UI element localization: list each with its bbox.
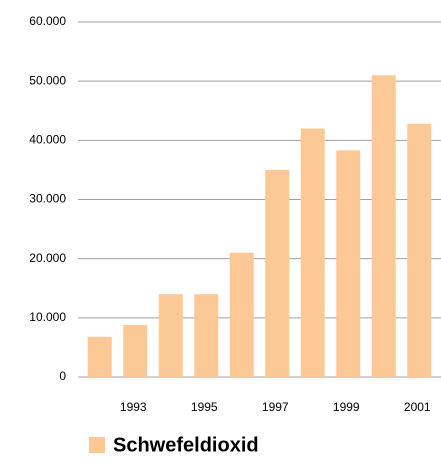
x-tick-label: 2001 xyxy=(404,400,431,414)
bar xyxy=(194,294,219,377)
bar xyxy=(123,324,148,377)
y-tick-label: 20.000 xyxy=(29,251,66,265)
x-tick-label: 1999 xyxy=(333,400,360,414)
bar xyxy=(158,294,183,377)
bar xyxy=(407,123,432,378)
y-tick-label: 0 xyxy=(59,369,66,383)
bar xyxy=(300,128,325,377)
y-tick-label: 40.000 xyxy=(29,133,66,147)
bar xyxy=(87,336,112,377)
bar xyxy=(229,252,254,377)
x-tick-label: 1995 xyxy=(191,400,218,414)
y-tick-label: 50.000 xyxy=(29,73,66,87)
y-tick-label: 10.000 xyxy=(29,310,66,324)
bar xyxy=(265,169,290,377)
x-tick-label: 1997 xyxy=(262,400,289,414)
bar xyxy=(336,150,361,377)
legend-text: Schwefeldioxid xyxy=(113,434,259,456)
bar xyxy=(371,75,396,377)
x-tick-label: 1993 xyxy=(120,400,147,414)
y-tick-label: 30.000 xyxy=(29,192,66,206)
y-tick-label: 60.000 xyxy=(29,14,66,28)
legend-swatch xyxy=(89,437,105,453)
